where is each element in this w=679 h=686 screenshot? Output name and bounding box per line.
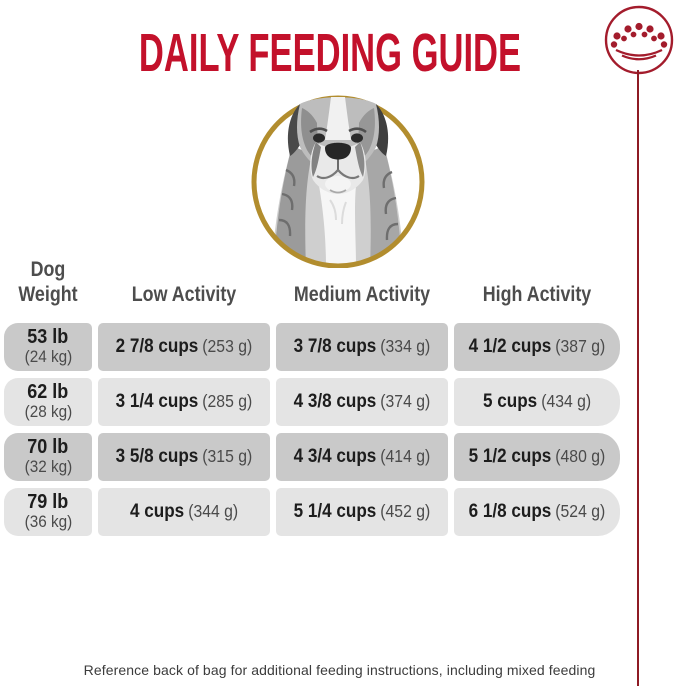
grams-value: (414 g)	[380, 445, 431, 466]
weight-cell: 70 lb (32 kg)	[4, 432, 92, 481]
medium-activity-cell: 4 3/8 cups (374 g)	[276, 377, 448, 426]
high-activity-cell: 4 1/2 cups (387 g)	[454, 322, 620, 371]
grams-value: (387 g)	[555, 335, 606, 356]
col-header-low-activity: Low Activity	[131, 282, 237, 306]
high-activity-cell: 5 1/2 cups (480 g)	[454, 432, 620, 481]
feeding-guide-table: Dog Weight Low Activity Medium Activity …	[4, 258, 620, 543]
cups-value: 4 1/2 cups	[468, 335, 552, 357]
low-activity-cell: 4 cups (344 g)	[98, 487, 270, 536]
cups-value: 5 1/4 cups	[293, 500, 377, 522]
col-header-dog-weight: Dog Weight	[11, 258, 86, 308]
cups-value: 3 5/8 cups	[115, 445, 199, 467]
medium-activity-cell: 3 7/8 cups (334 g)	[276, 322, 448, 371]
low-activity-cell: 3 1/4 cups (285 g)	[98, 377, 270, 426]
grams-value: (285 g)	[202, 390, 253, 411]
royal-canin-crown-icon	[602, 3, 676, 77]
table-row: 53 lb (24 kg) 2 7/8 cups (253 g) 3 7/8 c…	[4, 322, 620, 371]
vertical-red-rule	[637, 70, 639, 686]
table-row: 70 lb (32 kg) 3 5/8 cups (315 g) 4 3/4 c…	[4, 432, 620, 481]
weight-lb: 62 lb	[27, 380, 69, 403]
weight-cell: 62 lb (28 kg)	[4, 377, 92, 426]
low-activity-cell: 2 7/8 cups (253 g)	[98, 322, 270, 371]
high-activity-cell: 6 1/8 cups (524 g)	[454, 487, 620, 536]
cups-value: 4 cups	[129, 500, 185, 522]
weight-lb: 79 lb	[27, 490, 69, 513]
table-header-row: Dog Weight Low Activity Medium Activity …	[4, 258, 620, 308]
weight-kg: (24 kg)	[24, 346, 72, 366]
grams-value: (434 g)	[541, 390, 592, 411]
table-row: 62 lb (28 kg) 3 1/4 cups (285 g) 4 3/8 c…	[4, 377, 620, 426]
weight-lb: 53 lb	[27, 325, 69, 348]
grams-value: (374 g)	[380, 390, 431, 411]
cups-value: 3 7/8 cups	[293, 335, 377, 357]
grams-value: (344 g)	[188, 500, 239, 521]
medium-activity-cell: 5 1/4 cups (452 g)	[276, 487, 448, 536]
grams-value: (452 g)	[380, 500, 431, 521]
grams-value: (315 g)	[202, 445, 253, 466]
weight-kg: (28 kg)	[24, 401, 72, 421]
cups-value: 6 1/8 cups	[468, 500, 552, 522]
medium-activity-cell: 4 3/4 cups (414 g)	[276, 432, 448, 481]
cups-value: 4 3/8 cups	[293, 390, 377, 412]
cups-value: 4 3/4 cups	[293, 445, 377, 467]
grams-value: (334 g)	[380, 335, 431, 356]
page-title: DAILY FEEDING GUIDE	[138, 23, 522, 83]
crown-logo-svg	[604, 5, 674, 75]
grams-value: (480 g)	[555, 445, 606, 466]
high-activity-cell: 5 cups (434 g)	[454, 377, 620, 426]
col-header-high-activity: High Activity	[482, 282, 592, 306]
weight-lb: 70 lb	[27, 435, 69, 458]
dog-weight-line2: Weight	[18, 282, 78, 306]
dog-illustration-svg	[251, 95, 425, 269]
weight-kg: (36 kg)	[24, 511, 72, 531]
cups-value: 2 7/8 cups	[115, 335, 199, 357]
low-activity-cell: 3 5/8 cups (315 g)	[98, 432, 270, 481]
weight-cell: 53 lb (24 kg)	[4, 322, 92, 371]
dog-weight-line1: Dog	[30, 258, 66, 281]
weight-cell: 79 lb (36 kg)	[4, 487, 92, 536]
grams-value: (253 g)	[202, 335, 253, 356]
weight-kg: (32 kg)	[24, 456, 72, 476]
boxer-dog-photo	[246, 90, 432, 269]
cups-value: 5 cups	[482, 390, 538, 412]
cups-value: 3 1/4 cups	[115, 390, 199, 412]
table-row: 79 lb (36 kg) 4 cups (344 g) 5 1/4 cups …	[4, 487, 620, 536]
dog-head	[287, 97, 389, 194]
col-header-medium-activity: Medium Activity	[293, 282, 431, 306]
cups-value: 5 1/2 cups	[468, 445, 552, 467]
grams-value: (524 g)	[555, 500, 606, 521]
footnote-text: Reference back of bag for additional fee…	[83, 662, 596, 678]
